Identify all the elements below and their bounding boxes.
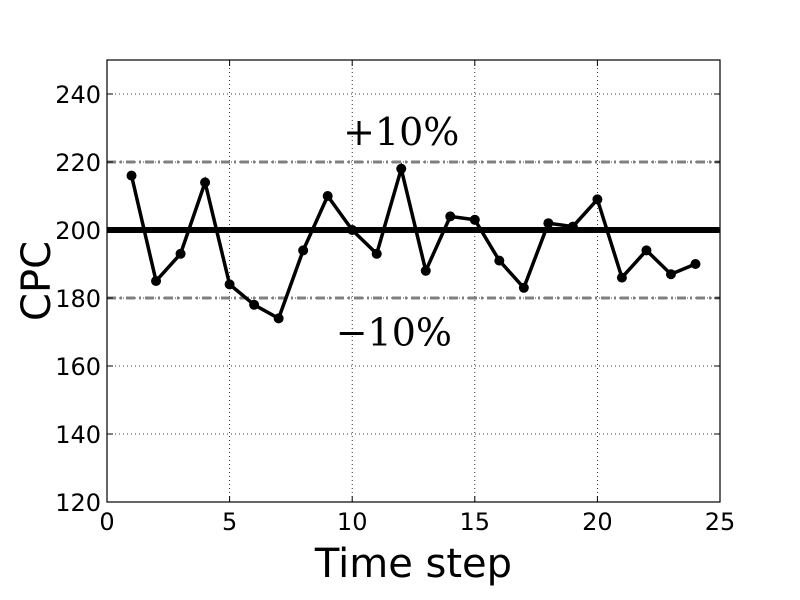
data-point: [371, 248, 382, 259]
data-point: [322, 191, 333, 201]
data-point: [224, 279, 235, 290]
data-point: [200, 177, 211, 188]
data-point: [641, 245, 652, 256]
data-point: [592, 194, 603, 205]
series-line: [129, 161, 697, 321]
axis-ticks: 0 5 10 15 20 25 120 140 160 180 200 220 240: [55, 60, 735, 536]
data-point: [665, 269, 676, 280]
y-axis-title: CPC: [14, 241, 60, 321]
data-point: [616, 272, 627, 283]
x-tick-label: 10: [337, 508, 368, 536]
data-point: [518, 282, 529, 293]
data-point: [543, 218, 554, 229]
y-tick-label: 240: [55, 81, 101, 109]
data-point: [469, 214, 480, 225]
data-series: [126, 161, 701, 324]
data-point: [151, 276, 162, 286]
x-tick-label: 25: [705, 508, 736, 536]
y-tick-label: 200: [55, 217, 101, 245]
x-tick-label: 5: [222, 508, 237, 536]
reference-lines: [107, 160, 720, 300]
data-point: [420, 265, 431, 276]
x-tick-label: 0: [99, 508, 114, 536]
data-point: [494, 255, 505, 266]
percent-annotation: +10%: [343, 110, 459, 154]
data-point: [126, 170, 137, 181]
data-point: [298, 245, 309, 256]
y-tick-label: 180: [55, 285, 101, 313]
data-point: [249, 299, 260, 310]
x-axis-title: Time step: [314, 541, 512, 587]
y-tick-label: 160: [55, 353, 101, 381]
y-tick-label: 220: [55, 149, 101, 177]
data-point: [396, 163, 407, 174]
x-tick-label: 20: [582, 508, 613, 536]
annotations: +10% −10%: [336, 110, 460, 355]
data-point: [175, 248, 186, 259]
y-tick-label: 120: [55, 489, 101, 517]
data-point: [567, 221, 578, 232]
data-point: [690, 259, 701, 269]
plot-frame: [106, 59, 721, 503]
percent-annotation: −10%: [336, 311, 452, 355]
data-point: [445, 211, 456, 222]
y-tick-label: 140: [55, 421, 101, 449]
x-tick-label: 15: [460, 508, 491, 536]
data-point: [273, 313, 284, 324]
data-point: [347, 225, 358, 235]
